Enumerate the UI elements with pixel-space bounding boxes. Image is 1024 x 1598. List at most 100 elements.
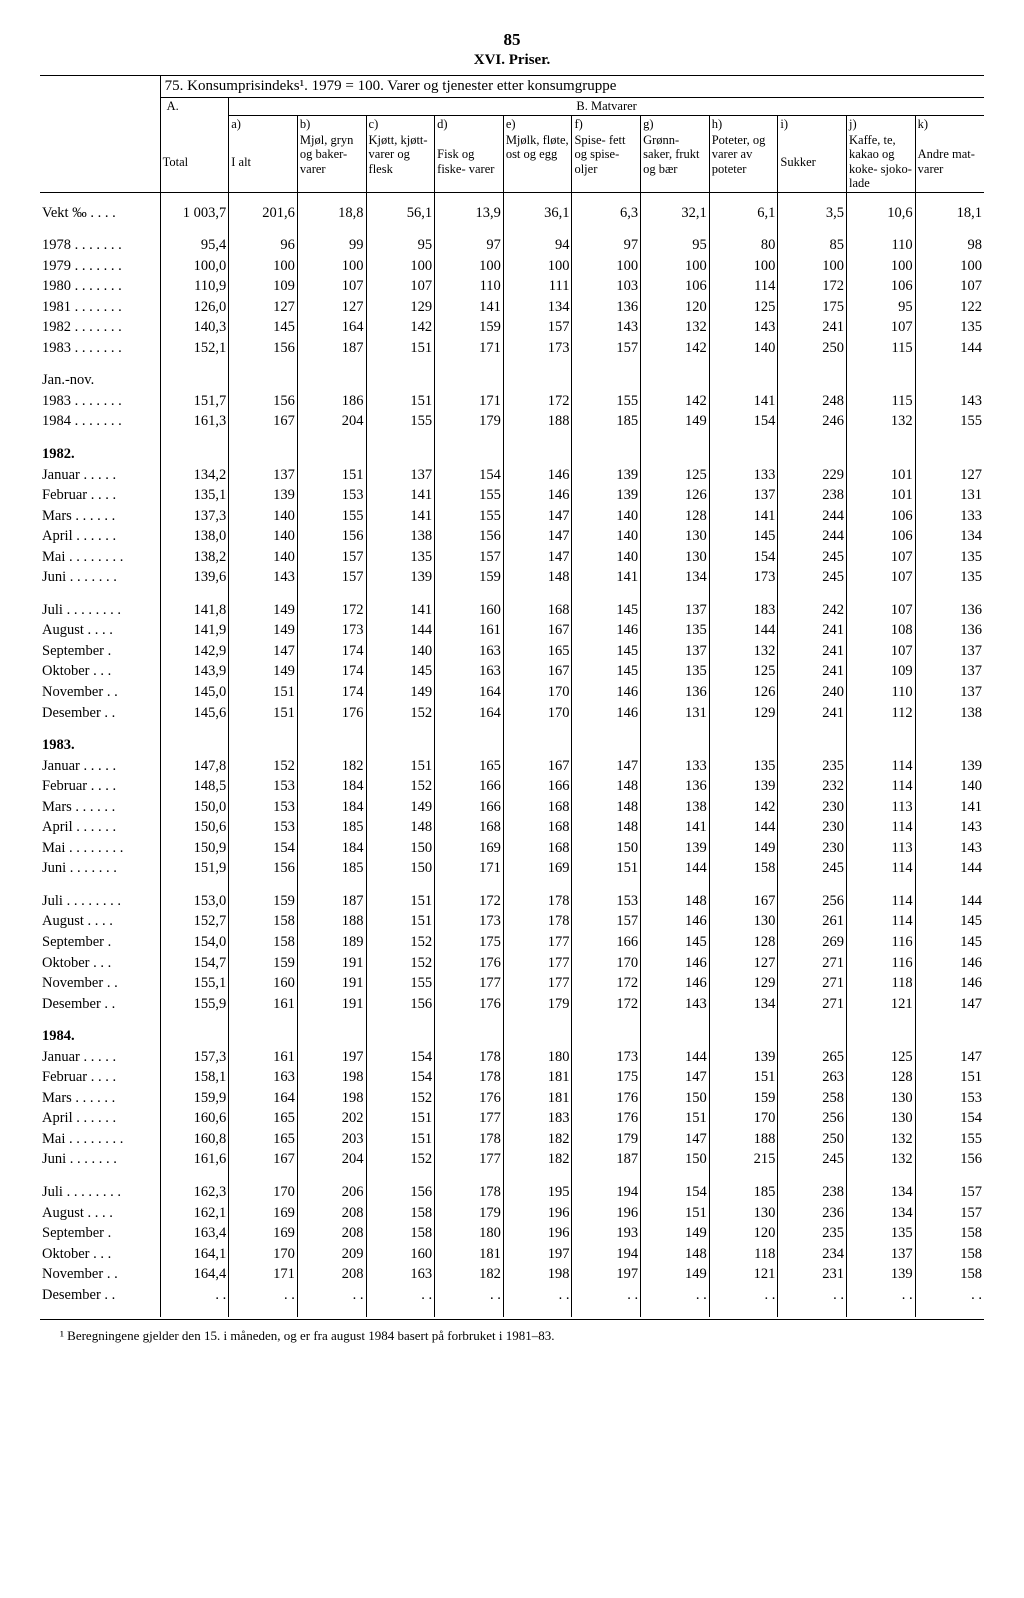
cell: 148 xyxy=(503,567,572,588)
cell: 178 xyxy=(503,891,572,912)
cell: 145 xyxy=(229,317,298,338)
hdr-d: d) xyxy=(435,115,504,132)
cell: 163 xyxy=(366,1264,435,1285)
cell: 152 xyxy=(229,756,298,777)
cell: 153 xyxy=(297,485,366,506)
row-label: 1984 . . . . . . . xyxy=(40,411,160,432)
cell: 1 003,7 xyxy=(160,203,229,224)
cell: 144 xyxy=(641,1047,710,1068)
table-row: 1984. xyxy=(40,1026,984,1047)
cell: 154 xyxy=(366,1047,435,1068)
cell: 149 xyxy=(229,620,298,641)
cell: 107 xyxy=(915,276,984,297)
cell: 152,1 xyxy=(160,338,229,359)
cell xyxy=(778,735,847,756)
cell: 172 xyxy=(778,276,847,297)
cell: 177 xyxy=(503,932,572,953)
cell: 136 xyxy=(915,600,984,621)
cell: 174 xyxy=(297,641,366,662)
cell: 245 xyxy=(778,547,847,568)
cell: 182 xyxy=(503,1129,572,1150)
cell: 271 xyxy=(778,973,847,994)
row-label: Desember . . xyxy=(40,1285,160,1306)
cell: 184 xyxy=(297,776,366,797)
cell: 150,0 xyxy=(160,797,229,818)
cell: 158 xyxy=(366,1203,435,1224)
table-row: Mars . . . . . .137,31401551411551471401… xyxy=(40,506,984,527)
cell: 36,1 xyxy=(503,203,572,224)
cell: 125 xyxy=(641,465,710,486)
table-row: Mai . . . . . . . .138,21401571351571471… xyxy=(40,547,984,568)
cell: 165 xyxy=(435,756,504,777)
cell: 13,9 xyxy=(435,203,504,224)
cell: 94 xyxy=(503,235,572,256)
cell: 170 xyxy=(503,682,572,703)
cell: 185 xyxy=(297,858,366,879)
cell: 109 xyxy=(229,276,298,297)
cell: 129 xyxy=(709,703,778,724)
cell: 147 xyxy=(915,1047,984,1068)
cell: 146 xyxy=(503,465,572,486)
cell: 157 xyxy=(297,567,366,588)
cell xyxy=(366,444,435,465)
cell: 197 xyxy=(297,1047,366,1068)
cell: 128 xyxy=(709,932,778,953)
cell: 114 xyxy=(847,817,916,838)
cell: 182 xyxy=(435,1264,504,1285)
cell: 170 xyxy=(229,1182,298,1203)
table-row: November . .164,417120816318219819714912… xyxy=(40,1264,984,1285)
cell: 144 xyxy=(915,858,984,879)
cell: 165 xyxy=(229,1108,298,1129)
cell: 208 xyxy=(297,1223,366,1244)
hdr-b-text: Mjøl, gryn og baker- varer xyxy=(297,132,366,192)
row-label: 1978 . . . . . . . xyxy=(40,235,160,256)
cell: 242 xyxy=(778,600,847,621)
cell: 151 xyxy=(229,703,298,724)
cell: 141 xyxy=(572,567,641,588)
cell: 125 xyxy=(847,1047,916,1068)
cell: 232 xyxy=(778,776,847,797)
cell: 191 xyxy=(297,953,366,974)
cell: 162,1 xyxy=(160,1203,229,1224)
cell: 160,6 xyxy=(160,1108,229,1129)
cell: 145,0 xyxy=(160,682,229,703)
cell: 114 xyxy=(847,756,916,777)
cell: 183 xyxy=(503,1108,572,1129)
table-row: Mars . . . . . .150,01531841491661681481… xyxy=(40,797,984,818)
cell: 150,9 xyxy=(160,838,229,859)
cell: 169 xyxy=(229,1203,298,1224)
cell: 150 xyxy=(366,838,435,859)
cell: 150 xyxy=(641,1088,710,1109)
cell: 143 xyxy=(572,317,641,338)
table-row: April . . . . . .150,6153185148168168148… xyxy=(40,817,984,838)
cell: . . xyxy=(297,1285,366,1306)
cell: 144 xyxy=(915,338,984,359)
cell: 176 xyxy=(572,1088,641,1109)
cell xyxy=(435,735,504,756)
cell: 206 xyxy=(297,1182,366,1203)
cell: 164 xyxy=(435,682,504,703)
cell: 146 xyxy=(641,953,710,974)
cell: 146 xyxy=(641,973,710,994)
hdr-b: b) xyxy=(297,115,366,132)
cell: 157 xyxy=(915,1182,984,1203)
cell: 258 xyxy=(778,1088,847,1109)
cell: 85 xyxy=(778,235,847,256)
cell: 160 xyxy=(229,973,298,994)
cell: 152 xyxy=(366,953,435,974)
cell: 140 xyxy=(229,547,298,568)
cell: . . xyxy=(709,1285,778,1306)
cell: 113 xyxy=(847,838,916,859)
row-label: Juni . . . . . . . xyxy=(40,858,160,879)
cell: 154 xyxy=(641,1182,710,1203)
cell: 152 xyxy=(366,1149,435,1170)
cell: 244 xyxy=(778,506,847,527)
cell: 179 xyxy=(435,411,504,432)
cell: 151 xyxy=(366,338,435,359)
cell: 164,4 xyxy=(160,1264,229,1285)
cell: 160,8 xyxy=(160,1129,229,1150)
cell: 208 xyxy=(297,1264,366,1285)
cell xyxy=(229,370,298,391)
cell: 134,2 xyxy=(160,465,229,486)
cell: 256 xyxy=(778,891,847,912)
